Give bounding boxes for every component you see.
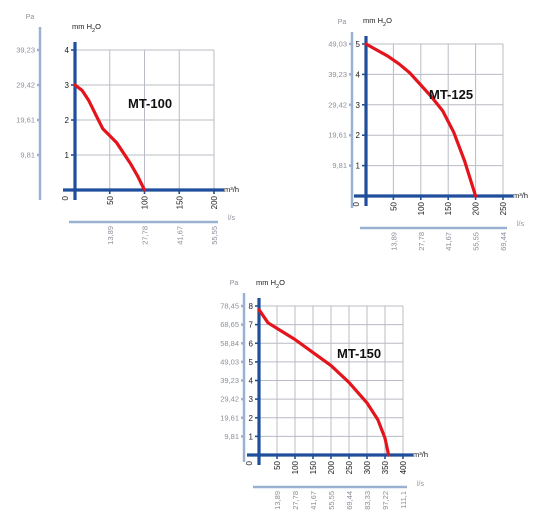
x-tick-label: 200	[472, 201, 481, 215]
x-tick-label: 300	[363, 460, 372, 474]
ls-tick-label: 69,44	[345, 491, 354, 510]
ls-tick-label: 27,78	[417, 232, 426, 251]
pa-tick-label: 29,42	[16, 81, 35, 90]
pa-tick-label: 19,61	[220, 413, 239, 422]
performance-curve	[73, 83, 147, 192]
ls-unit-label: l/s	[417, 481, 425, 488]
ls-unit-label: l/s	[228, 215, 236, 222]
y-tick-label: 1	[65, 151, 70, 160]
pa-tick-label: 9,81	[224, 432, 239, 441]
y-unit-label: mm H2O	[363, 16, 392, 28]
ls-tick-label: 41,67	[175, 226, 184, 245]
y-unit-label: mm H2O	[256, 278, 285, 290]
pa-tick-label: 9,81	[332, 161, 347, 170]
y-unit-label: mm H2O	[72, 22, 101, 34]
x-unit-label: m³/h	[413, 450, 428, 459]
y-tick-label: 2	[65, 116, 70, 125]
y-tick-label: 1	[249, 432, 254, 441]
x-unit-label: m³/h	[224, 185, 239, 194]
chart-title: MT-125	[429, 87, 473, 102]
performance-curve	[364, 42, 478, 198]
pa-tick-label: 49,03	[328, 40, 347, 49]
ls-tick-label: 13,89	[273, 491, 282, 510]
x-tick-label: 0	[61, 195, 70, 200]
x-tick-label: 100	[141, 195, 150, 209]
pa-unit-label: Pa	[338, 19, 347, 26]
x-tick-label: 50	[389, 201, 398, 210]
pa-tick-label: 39,23	[328, 70, 347, 79]
y-tick-label: 4	[356, 70, 361, 79]
y-tick-label: 3	[65, 81, 70, 90]
ls-tick-label: 41,67	[309, 491, 318, 510]
ls-tick-label: 55,55	[327, 491, 336, 510]
pa-tick-label: 39,23	[16, 46, 35, 55]
x-tick-label: 200	[327, 460, 336, 474]
x-tick-label: 150	[309, 460, 318, 474]
y-tick-label: 3	[356, 101, 361, 110]
x-tick-label: 150	[175, 195, 184, 209]
x-tick-label: 250	[345, 460, 354, 474]
x-tick-label: 150	[444, 201, 453, 215]
pa-tick-label: 29,42	[328, 100, 347, 109]
ls-tick-label: 69,44	[499, 232, 508, 251]
ls-tick-label: 13,89	[389, 232, 398, 251]
ls-tick-label: 55,55	[472, 232, 481, 251]
y-tick-label: 8	[249, 302, 254, 311]
y-tick-label: 4	[249, 377, 254, 386]
pa-tick-label: 68,65	[220, 320, 239, 329]
x-tick-label: 400	[399, 460, 408, 474]
x-tick-label: 0	[245, 460, 254, 465]
y-tick-label: 2	[356, 131, 361, 140]
x-tick-label: 350	[381, 460, 390, 474]
ls-tick-label: 41,67	[444, 232, 453, 251]
pa-tick-label: 19,61	[16, 116, 35, 125]
performance-curve	[257, 308, 391, 457]
pa-tick-label: 9,81	[20, 151, 35, 160]
chart-mt-150: 1 2 3 4 5 6 7 8 9,81 19,61 29,42 39,23 49,03 58,84 68,…	[220, 278, 428, 510]
ls-tick-label: 13,89	[106, 226, 115, 245]
x-tick-label: 50	[273, 460, 282, 469]
chart-title: MT-100	[128, 96, 172, 111]
pa-tick-label: 19,61	[328, 131, 347, 140]
x-tick-label: 200	[210, 195, 219, 209]
y-tick-label: 1	[356, 162, 361, 171]
y-tick-label: 6	[249, 339, 254, 348]
y-tick-label: 5	[249, 358, 254, 367]
chart-mt-100: 1 2 3 4 9,81 19,61 29,42 39,23 0 50 100 150 200 13,89…	[16, 14, 239, 245]
pa-unit-label: Pa	[26, 14, 35, 21]
chart-title: MT-150	[337, 346, 381, 361]
x-unit-label: m³/h	[513, 191, 528, 200]
ls-tick-label: 111,1	[399, 491, 408, 509]
pa-tick-label: 39,23	[220, 376, 239, 385]
pa-tick-label: 58,84	[220, 339, 239, 348]
y-tick-label: 4	[65, 46, 70, 55]
y-tick-label: 2	[249, 414, 254, 423]
ls-tick-label: 55,55	[210, 226, 219, 245]
x-tick-label: 100	[291, 460, 300, 474]
x-tick-label: 0	[352, 201, 361, 206]
ls-tick-label: 83,33	[363, 491, 372, 510]
y-tick-label: 5	[356, 40, 361, 49]
y-tick-label: 3	[249, 395, 254, 404]
ls-tick-label: 27,78	[291, 491, 300, 510]
ls-tick-label: 97,22	[381, 491, 390, 510]
x-tick-label: 250	[499, 201, 508, 215]
pa-unit-label: Pa	[230, 280, 239, 287]
pa-tick-label: 78,45	[220, 302, 239, 311]
ls-unit-label: l/s	[517, 221, 525, 228]
x-tick-label: 50	[106, 195, 115, 204]
ls-tick-label: 27,78	[141, 226, 150, 245]
y-tick-label: 7	[249, 321, 254, 330]
pa-tick-label: 29,42	[220, 395, 239, 404]
pa-tick-label: 49,03	[220, 357, 239, 366]
x-tick-label: 100	[417, 201, 426, 215]
chart-mt-125: 1 2 3 4 5 9,81 19,61 29,42 39,23 49,03 0 50 100 150 20…	[328, 16, 528, 251]
